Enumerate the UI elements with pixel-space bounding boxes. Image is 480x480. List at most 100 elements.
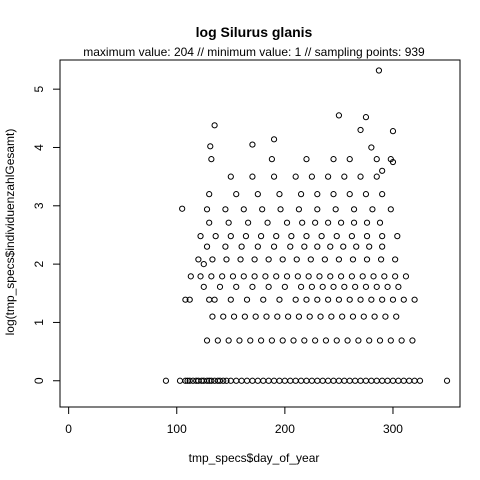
data-point [301, 243, 308, 250]
data-point [373, 377, 380, 384]
data-point [209, 313, 216, 320]
data-point [249, 283, 256, 290]
data-point [341, 377, 348, 384]
data-point [325, 219, 332, 226]
data-point [268, 337, 275, 344]
data-point [379, 191, 386, 198]
data-point [362, 191, 370, 198]
data-point [294, 273, 301, 280]
data-point [337, 273, 345, 280]
data-point [301, 337, 308, 344]
data-point [303, 233, 310, 240]
data-point [211, 296, 218, 303]
data-point [411, 296, 418, 303]
data-point [254, 377, 261, 384]
data-point [392, 273, 399, 280]
data-point [197, 273, 204, 280]
data-point [276, 296, 283, 303]
y-tick-label: 1 [32, 319, 46, 326]
data-point [402, 273, 410, 280]
data-point [303, 377, 310, 384]
data-point [233, 191, 240, 198]
data-point [176, 377, 184, 384]
data-point [283, 273, 291, 280]
data-point [254, 191, 261, 198]
data-point [330, 156, 337, 163]
data-point [335, 377, 343, 384]
data-point [182, 377, 189, 384]
data-point [368, 144, 375, 151]
data-point [279, 337, 286, 344]
data-point [242, 233, 250, 240]
data-point [292, 173, 299, 180]
data-point [376, 219, 384, 226]
data-point [352, 283, 359, 290]
data-point [366, 337, 373, 344]
data-point [335, 296, 343, 303]
data-point [316, 273, 323, 280]
data-point [376, 337, 384, 344]
data-point [339, 313, 346, 320]
data-point [389, 128, 397, 135]
data-point [357, 296, 364, 303]
data-point [352, 377, 359, 384]
data-point [212, 233, 219, 240]
data-point [207, 143, 214, 150]
data-point [337, 219, 345, 226]
data-point [259, 206, 266, 213]
data-point [398, 337, 405, 344]
data-point [293, 256, 300, 263]
data-point [211, 122, 218, 129]
data-point [251, 256, 258, 263]
data-point [200, 261, 207, 268]
data-point [389, 158, 397, 166]
data-point [186, 296, 193, 303]
data-point [263, 313, 270, 320]
data-point [208, 273, 215, 280]
data-point [387, 337, 394, 344]
data-point [389, 377, 397, 384]
data-point [332, 206, 339, 213]
data-point [373, 156, 380, 163]
data-point [251, 273, 258, 280]
data-point [223, 256, 230, 263]
data-point [319, 377, 326, 384]
data-point [308, 283, 315, 290]
data-point [254, 243, 261, 250]
data-point [285, 313, 292, 320]
data-point [411, 377, 418, 384]
data-point [257, 233, 265, 240]
data-point [368, 296, 375, 303]
data-point [243, 377, 251, 384]
data-point [308, 377, 315, 384]
data-point [333, 233, 340, 240]
data-point [276, 191, 283, 198]
data-point [270, 377, 278, 384]
data-point [368, 377, 375, 384]
data-point [203, 243, 211, 250]
data-point [357, 377, 364, 384]
data-point [270, 136, 278, 143]
data-point [330, 377, 337, 384]
data-point [182, 296, 189, 303]
data-point [333, 337, 340, 344]
y-tick-label: 2 [32, 260, 46, 267]
data-point [227, 296, 234, 303]
data-point [200, 283, 207, 290]
data-point [341, 173, 348, 180]
data-point [381, 273, 388, 280]
data-point [292, 377, 299, 384]
y-axis-label: log(tmp_specs$individuenzahlGesamt) [3, 129, 17, 336]
data-point [314, 191, 321, 198]
data-points [162, 67, 451, 384]
data-point [240, 273, 247, 280]
data-point [203, 206, 211, 213]
data-point [227, 233, 234, 240]
data-point [393, 313, 400, 320]
data-point [206, 191, 213, 198]
data-point [379, 296, 386, 303]
data-point [268, 156, 275, 163]
data-point [297, 283, 305, 290]
data-point [379, 243, 386, 250]
